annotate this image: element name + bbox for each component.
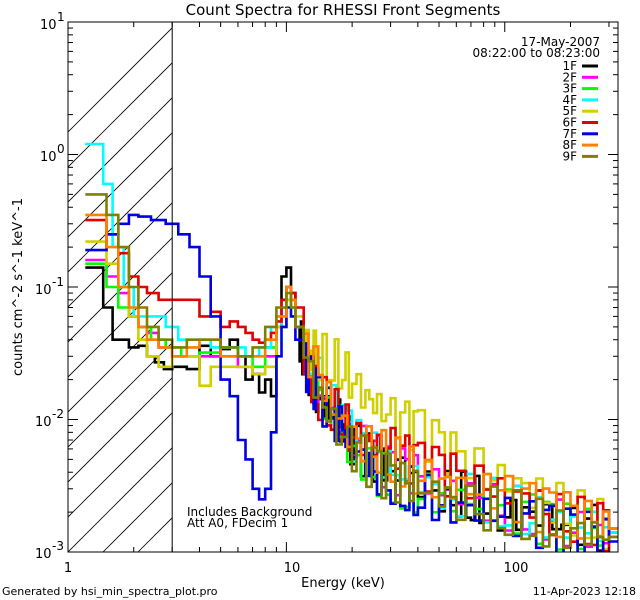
y-axis-label: counts cm^-2 s^-1 keV^-1 xyxy=(11,198,26,376)
y-tick-exponent: 0 xyxy=(57,142,65,156)
y-tick-label-1e0: 10 0 xyxy=(40,142,65,165)
y-tick-mantissa: 10 xyxy=(40,150,57,165)
series-line-9F xyxy=(85,193,618,550)
footer-timestamp: 11-Apr-2023 12:18 xyxy=(533,585,636,598)
hatch-line xyxy=(68,377,173,483)
y-tick-mantissa: 10 xyxy=(35,547,52,562)
legend-label-5F: 5F xyxy=(562,104,577,118)
hatch-line xyxy=(68,447,173,552)
y-tick-exponent: -1 xyxy=(52,275,64,289)
legend-label-6F: 6F xyxy=(562,116,577,130)
series-layer xyxy=(85,142,618,552)
legend-label-8F: 8F xyxy=(562,138,577,152)
y-tick-label-1e1: 10 1 xyxy=(40,10,65,33)
x-tick-label-10: 10 xyxy=(284,561,301,576)
x-tick-label-100: 100 xyxy=(504,561,529,576)
y-tick-label-1e-2: 10 -2 xyxy=(35,407,64,430)
hatch-line xyxy=(68,237,173,343)
axis-ticks xyxy=(67,21,618,553)
y-tick-exponent: 1 xyxy=(57,10,65,24)
legend-label-4F: 4F xyxy=(562,93,577,107)
hatch-line xyxy=(68,412,173,518)
y-tick-label-1e-3: 10 -3 xyxy=(35,539,64,562)
legend-label-3F: 3F xyxy=(562,82,577,96)
x-tick-label-1: 1 xyxy=(64,561,72,576)
legend-label-1F: 1F xyxy=(562,59,577,73)
footer-generated-by: Generated by hsi_min_spectra_plot.pro xyxy=(2,585,218,598)
y-tick-exponent: -2 xyxy=(52,407,64,421)
annotation-time-range: 08:22:00 to 08:23:00 xyxy=(473,46,600,60)
annotation-attenuator-note: Att A0, FDecim 1 xyxy=(187,516,288,530)
y-tick-mantissa: 10 xyxy=(35,415,52,430)
legend-label-2F: 2F xyxy=(562,70,577,84)
y-tick-mantissa: 10 xyxy=(40,18,57,33)
x-axis-label: Energy (keV) xyxy=(301,576,385,591)
annotation-background-note: Includes Background xyxy=(187,505,312,519)
legend-label-7F: 7F xyxy=(562,127,577,141)
hatch-line xyxy=(68,27,173,133)
hatch-line xyxy=(68,167,173,273)
chart-title: Count Spectra for RHESSI Front Segments xyxy=(186,1,501,19)
y-tick-label-1e-1: 10 -1 xyxy=(35,275,64,298)
y-tick-exponent: -3 xyxy=(52,539,64,553)
annotation-date: 17-May-2007 xyxy=(521,35,600,49)
y-tick-mantissa: 10 xyxy=(35,283,52,298)
legend-label-9F: 9F xyxy=(562,149,577,163)
